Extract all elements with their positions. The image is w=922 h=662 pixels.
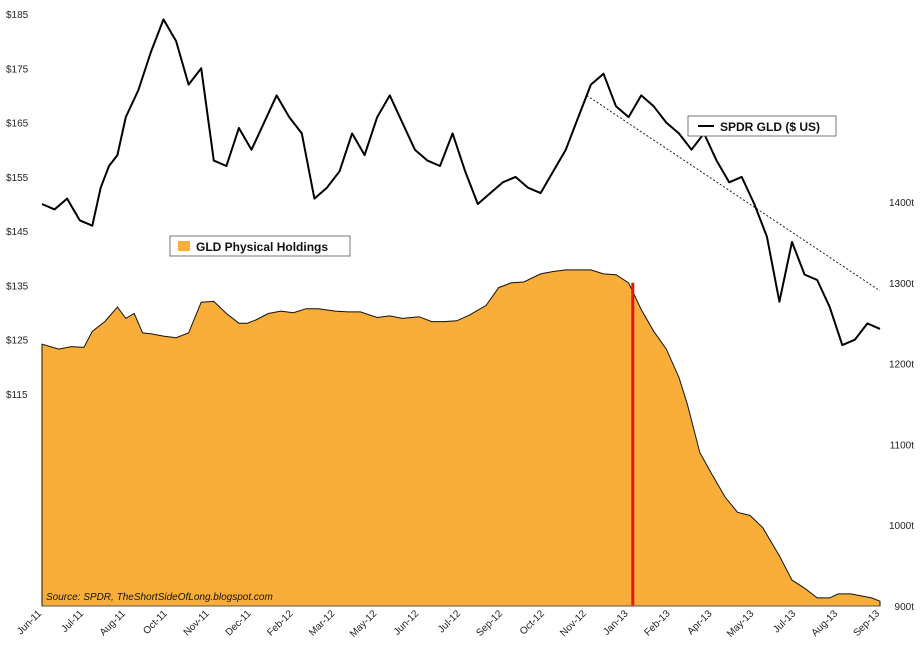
holdings-area — [41, 269, 881, 607]
x-tick-label: Aug-13 — [810, 608, 841, 639]
legend-holdings: GLD Physical Holdings — [169, 235, 351, 257]
x-tick-label: Feb-13 — [642, 608, 672, 638]
legend-swatch-holdings — [178, 241, 190, 251]
x-tick-label: Nov-12 — [558, 608, 589, 639]
x-tick-label: Sep-13 — [852, 608, 883, 639]
holdings-area-layer — [41, 269, 881, 607]
x-tick-label: Aug-11 — [98, 608, 128, 638]
right-tick-label: 900t — [895, 602, 915, 613]
x-tick-label: Jul-13 — [771, 608, 798, 635]
x-tick-label: Jun-12 — [392, 608, 422, 638]
x-tick-label: Oct-11 — [141, 608, 170, 637]
right-tick-label: 1100t — [890, 440, 915, 451]
right-tick-label: 1200t — [889, 360, 914, 371]
right-tick-label: 1400t — [889, 198, 914, 209]
x-tick-label: Feb-12 — [265, 608, 295, 638]
x-tick-label: Jul-11 — [60, 608, 87, 635]
right-tick-label: 1300t — [889, 279, 914, 290]
left-tick-label: $125 — [6, 336, 29, 347]
left-tick-label: $175 — [6, 64, 29, 75]
right-axis: 1400t 1300t 1200t 1100t 1000t 900t — [889, 198, 914, 613]
legend-label-holdings: GLD Physical Holdings — [196, 240, 328, 254]
legend-price: SPDR GLD ($ US) — [687, 115, 837, 137]
right-tick-label: 1000t — [889, 521, 914, 532]
x-tick-label: Jul-12 — [436, 608, 463, 635]
x-tick-label: May-13 — [725, 608, 757, 640]
left-tick-label: $155 — [6, 173, 29, 184]
left-tick-label: $185 — [6, 10, 29, 21]
x-tick-label: May-12 — [348, 608, 380, 640]
x-tick-label: Sep-12 — [474, 608, 505, 639]
x-tick-label: Mar-12 — [307, 608, 337, 638]
x-tick-label: Apr-13 — [686, 608, 715, 637]
x-axis: Jun-11 Jul-11 Aug-11 Oct-11 Nov-11 Dec-11 Feb-… — [15, 605, 883, 640]
trendline — [586, 95, 881, 292]
left-tick-label: $115 — [6, 390, 28, 401]
x-tick-label: Jun-11 — [15, 608, 44, 637]
left-tick-label: $145 — [6, 227, 29, 238]
x-tick-label: Nov-11 — [182, 608, 212, 638]
x-tick-label: Dec-11 — [224, 608, 254, 638]
x-tick-label: Oct-12 — [518, 608, 547, 637]
left-tick-label: $135 — [6, 281, 29, 292]
price-line-layer — [41, 18, 881, 347]
left-axis: $185 $175 $165 $155 $145 $135 $125 $115 — [6, 10, 29, 401]
left-tick-label: $165 — [6, 119, 29, 130]
price-line — [41, 18, 881, 347]
legend-label-price: SPDR GLD ($ US) — [720, 120, 820, 134]
x-tick-label: Jan-13 — [601, 608, 631, 638]
source-note: Source: SPDR, TheShortSideOfLong.blogspo… — [46, 592, 273, 603]
